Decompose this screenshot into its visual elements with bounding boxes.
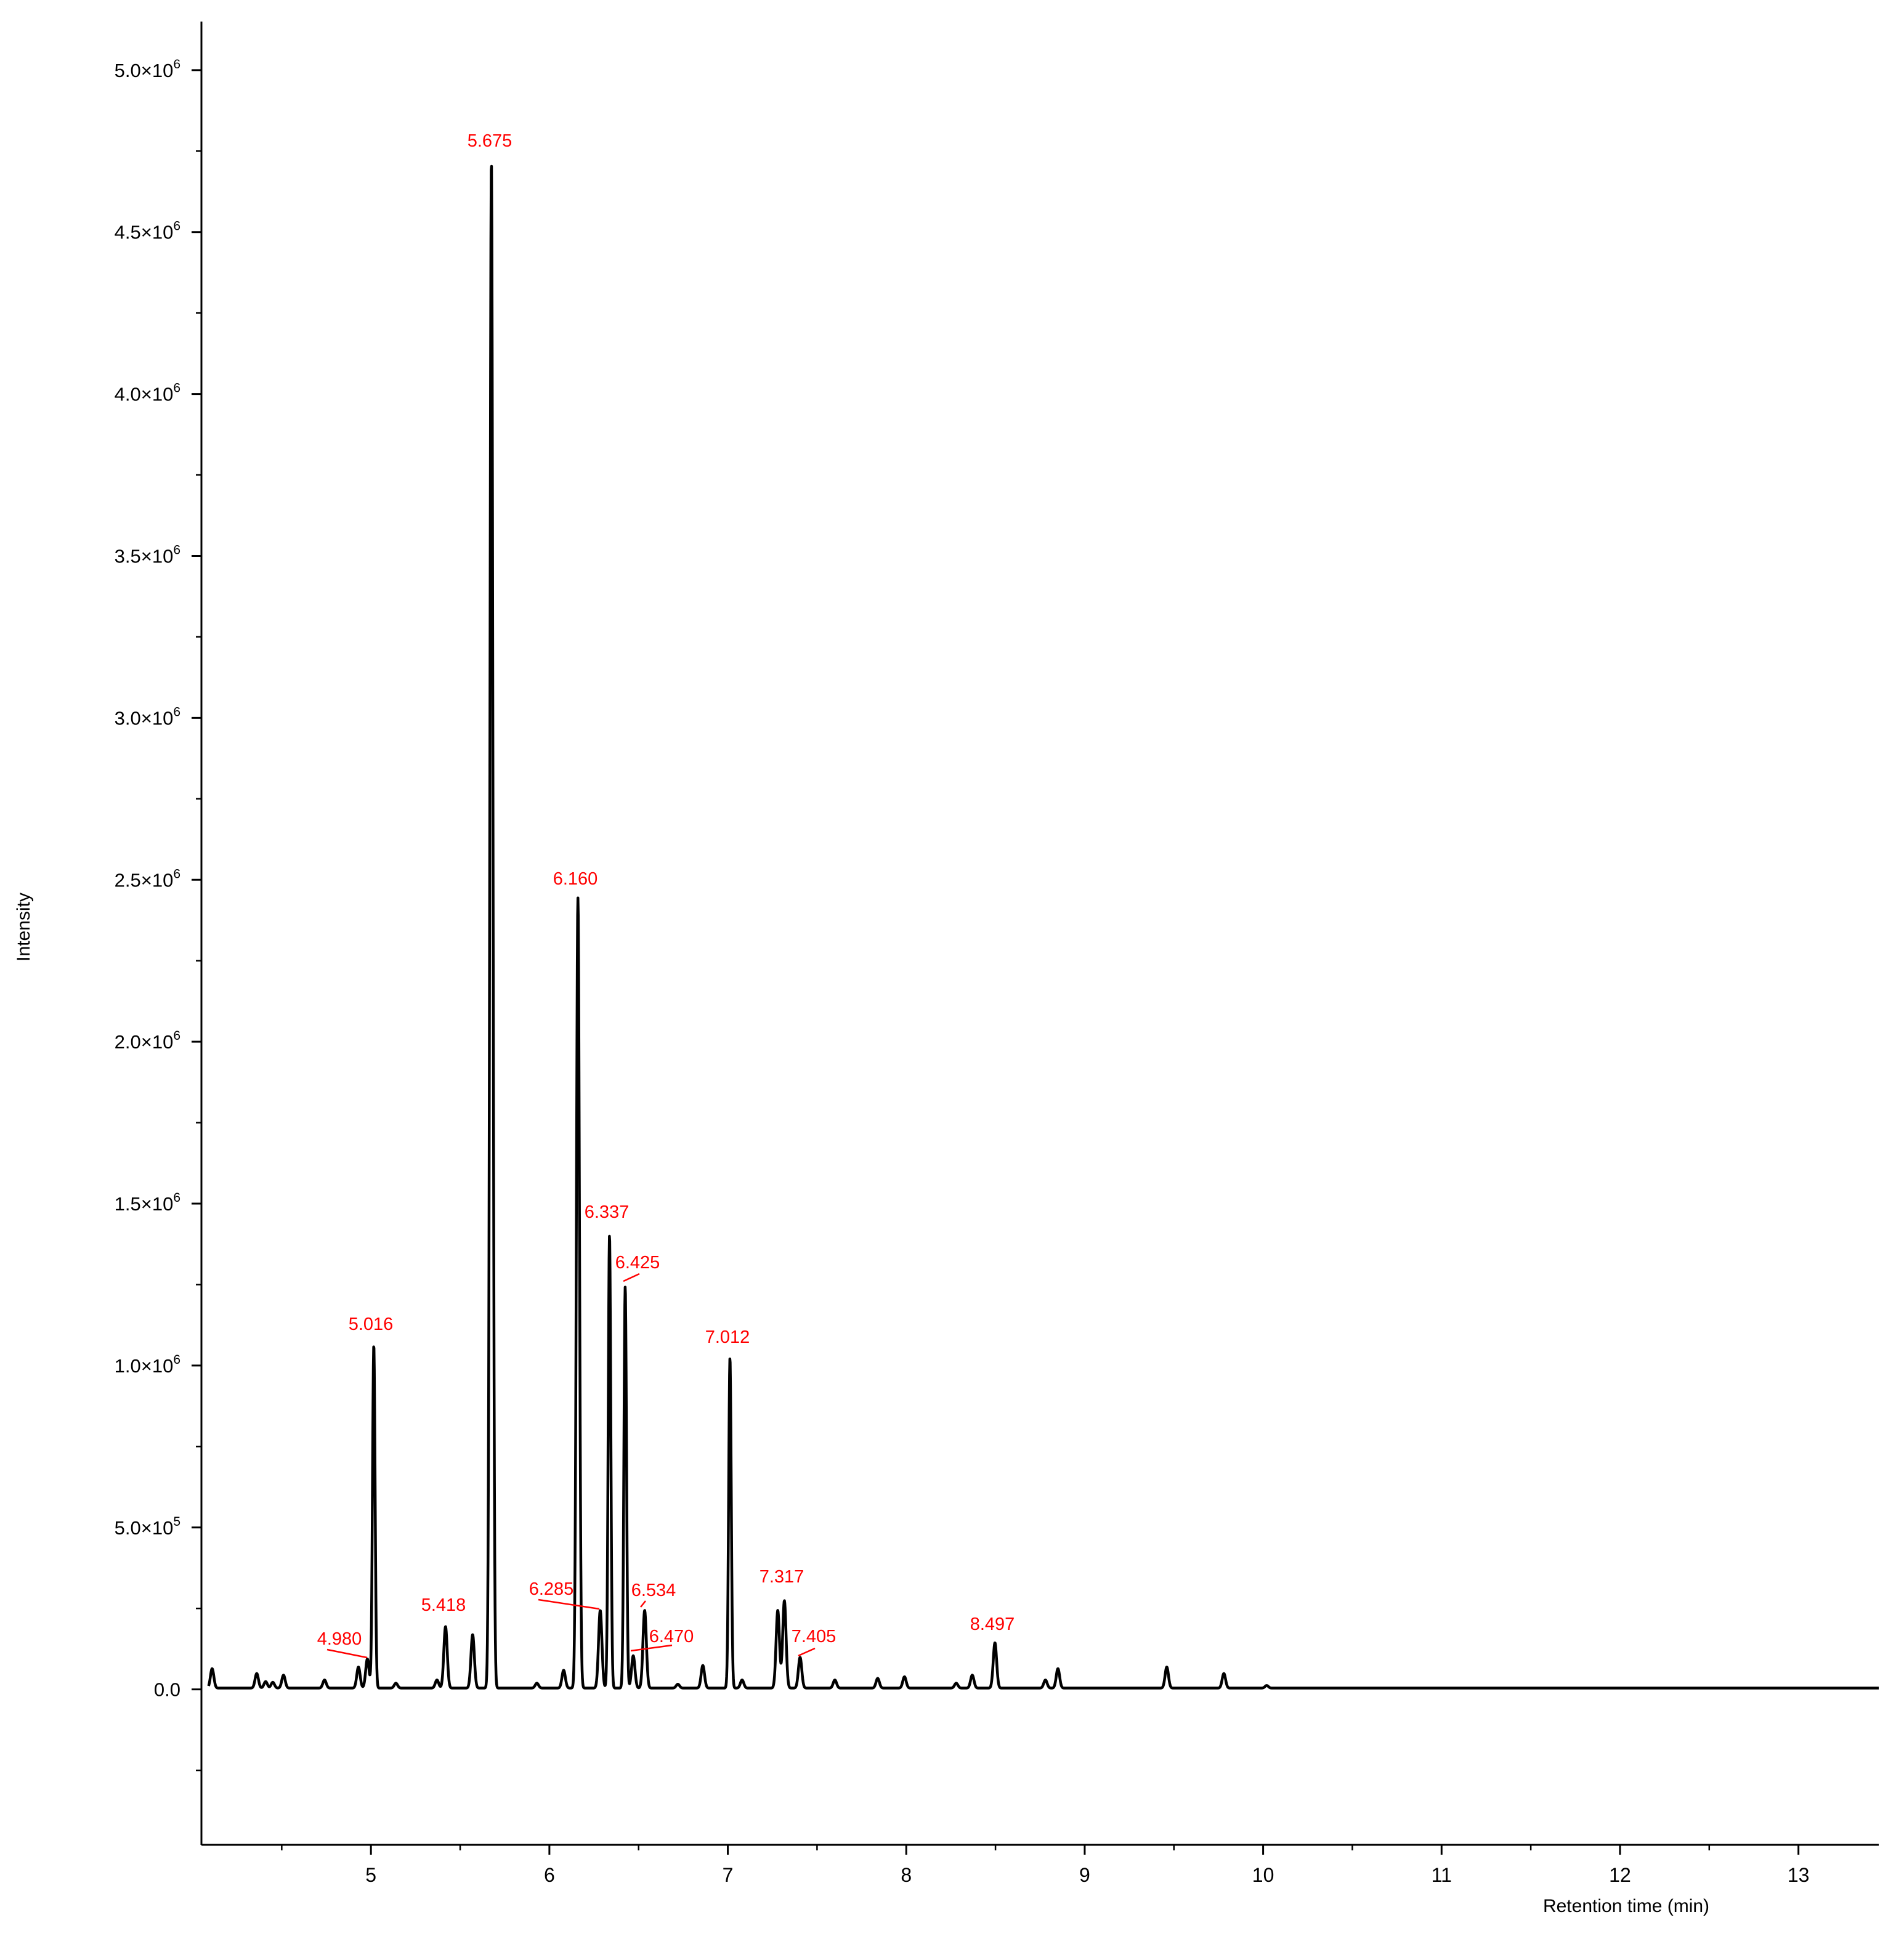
- x-axis-label: Retention time (min): [1543, 1896, 1709, 1916]
- y-tick-label: 4.0×106: [115, 381, 180, 405]
- y-ticks: 0.0 5.0×105 1.0×106 1.5×106 2.0×106 2.5×106 3.…: [115, 57, 201, 1772]
- peak-label: 4.980: [317, 1629, 362, 1649]
- x-tick-label: 11: [1432, 1864, 1452, 1886]
- peak-label: 7.012: [705, 1327, 750, 1347]
- peak-label: 6.160: [553, 869, 598, 889]
- peak-label: 6.337: [585, 1202, 630, 1222]
- x-tick-label: 6: [544, 1864, 555, 1886]
- peak-leader-line: [798, 1647, 816, 1657]
- x-tick-label: 10: [1252, 1864, 1274, 1886]
- y-tick-label: 0.0: [154, 1679, 180, 1701]
- y-tick-label: 2.0×106: [115, 1029, 180, 1053]
- peak-leader-line: [623, 1273, 640, 1282]
- peak-leader-line: [640, 1600, 646, 1608]
- axes-layer: [200, 22, 1879, 1846]
- y-tick-label: 1.5×106: [115, 1191, 180, 1215]
- peak-label: 7.405: [792, 1627, 837, 1646]
- x-ticks: 5 6 7 8 9 10 11 12 13: [281, 1845, 1810, 1886]
- peak-label: 6.285: [529, 1579, 574, 1599]
- peak-annotations: 5.675 6.160 6.337 6.425 5.016 7.012 5.418 4.980…: [317, 131, 1015, 1659]
- x-tick-label: 8: [901, 1864, 912, 1886]
- y-tick-label: 3.0×106: [115, 705, 180, 729]
- y-axis-label: Intensity: [14, 893, 34, 962]
- peak-label: 5.418: [421, 1595, 466, 1615]
- peak-label: 6.425: [615, 1253, 660, 1273]
- peak-leader-line: [326, 1648, 368, 1659]
- peak-leader-line: [630, 1644, 673, 1652]
- chromatogram-trace: [207, 164, 1880, 1690]
- y-tick-label: 3.5×106: [115, 543, 180, 567]
- x-tick-label: 5: [365, 1864, 376, 1886]
- peak-label: 5.016: [349, 1314, 394, 1334]
- peak-label: 6.534: [631, 1581, 676, 1600]
- x-tick-label: 7: [723, 1864, 734, 1886]
- peak-label: 8.497: [970, 1614, 1015, 1634]
- y-tick-label: 4.5×106: [115, 219, 180, 243]
- peak-label: 5.675: [468, 131, 512, 151]
- y-tick-label: 5.0×105: [115, 1515, 180, 1539]
- y-tick-label: 5.0×106: [115, 57, 180, 81]
- peak-leader-line: [538, 1598, 600, 1610]
- x-tick-label: 9: [1079, 1864, 1090, 1886]
- x-tick-label: 13: [1788, 1864, 1810, 1886]
- peak-label: 6.470: [649, 1627, 694, 1646]
- peak-label: 7.317: [760, 1567, 804, 1587]
- y-tick-label: 2.5×106: [115, 867, 180, 891]
- y-tick-label: 1.0×106: [115, 1353, 180, 1377]
- x-tick-label: 12: [1609, 1864, 1631, 1886]
